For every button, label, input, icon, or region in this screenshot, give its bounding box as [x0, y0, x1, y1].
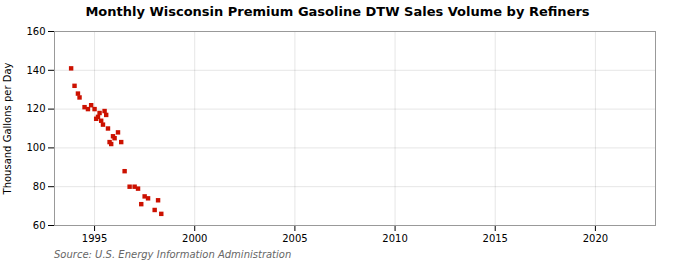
html-text:Source: U.S. Energy Informatio: Source: U.S. Energy Information Administ… [54, 249, 292, 260]
svg-text:2005: 2005 [282, 233, 307, 244]
svg-text:60: 60 [33, 220, 46, 231]
svg-text:2015: 2015 [483, 233, 508, 244]
svg-text:100: 100 [26, 142, 45, 153]
svg-text:160: 160 [26, 26, 45, 37]
svg-text:140: 140 [26, 65, 45, 76]
svg-text:120: 120 [26, 103, 45, 114]
svg-text:80: 80 [33, 181, 46, 192]
svg-text:Thousand Gallons per Day: Thousand Gallons per Day [2, 62, 13, 195]
svg-text:2000: 2000 [182, 233, 207, 244]
svg-text:2010: 2010 [382, 233, 407, 244]
svg-text:2020: 2020 [583, 233, 608, 244]
svg-text:1995: 1995 [82, 233, 107, 244]
html-text:Monthly Wisconsin Premium Gaso: Monthly Wisconsin Premium Gasoline DTW S… [85, 4, 590, 19]
